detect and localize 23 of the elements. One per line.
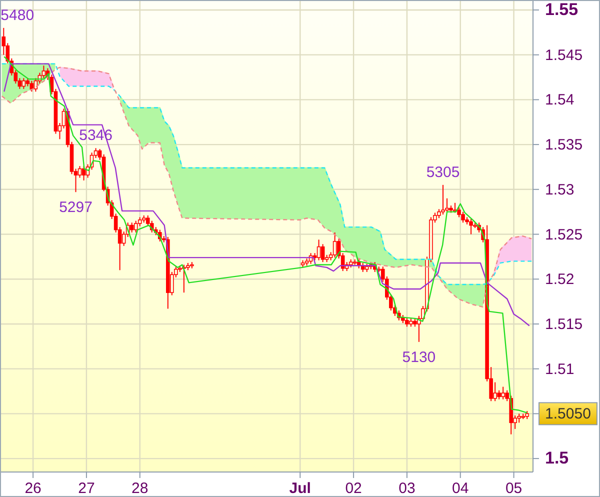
x-tick-label: 26 [24,480,42,497]
y-tick-label: 1.535 [545,136,583,154]
y-tick-label: 1.51 [545,360,574,378]
x-tick-label: 27 [78,480,95,497]
annotation: 5297 [59,199,92,216]
x-tick-label: 05 [505,480,522,497]
y-tick-label: 1.53 [545,181,574,198]
annotation: 5305 [426,164,460,181]
annotation: 5130 [402,348,436,366]
y-tick-label: 1.525 [545,226,583,244]
x-tick-label: 03 [398,480,416,497]
y-tick-label: 1.545 [545,46,583,64]
x-tick-label: 04 [452,480,469,497]
y-tick-label: 1.55 [545,0,578,19]
y-tick-label: 1.52 [545,271,574,288]
y-tick-label: 1.515 [545,316,583,333]
x-tick-label: 28 [132,480,148,497]
y-tick-label: 1.54 [545,92,574,109]
y-tick-label: 1.5 [545,448,569,468]
annotation: 1.5050 [545,406,591,423]
annotation: 5480 [0,6,34,24]
x-tick-label: 02 [345,480,362,497]
x-tick-label: Jul [289,480,311,497]
